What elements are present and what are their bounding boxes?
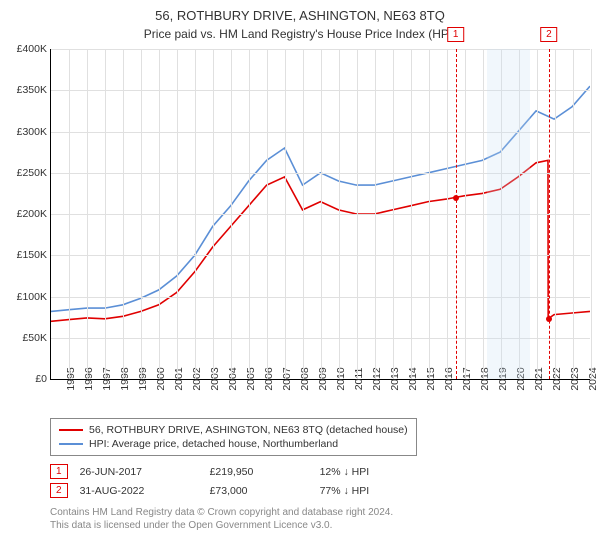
events-table: 1 26-JUN-2017£219,95012% ↓ HPI 2 31-AUG-202… xyxy=(50,462,600,500)
event-badge: 1 xyxy=(50,464,68,479)
legend-swatch xyxy=(59,443,83,445)
legend-box: 56, ROTHBURY DRIVE, ASHINGTON, NE63 8TQ … xyxy=(50,418,417,456)
chart-subtitle: Price paid vs. HM Land Registry's House … xyxy=(0,23,600,49)
event-vline-label: 2 xyxy=(540,27,558,42)
event-change: 77% ↓ HPI xyxy=(320,485,370,497)
shaded-band xyxy=(487,49,530,379)
y-axis-label: £350K xyxy=(17,84,51,96)
event-price: £73,000 xyxy=(210,485,320,497)
y-axis-label: £200K xyxy=(17,208,51,220)
event-vline xyxy=(549,49,550,379)
event-marker xyxy=(453,195,459,201)
chart-plot-area: £0£50K£100K£150K£200K£250K£300K£350K£400… xyxy=(50,49,590,380)
y-axis-label: £150K xyxy=(17,249,51,261)
event-marker xyxy=(546,316,552,322)
event-row: 2 31-AUG-2022£73,00077% ↓ HPI xyxy=(50,481,600,500)
chart-container: 56, ROTHBURY DRIVE, ASHINGTON, NE63 8TQ … xyxy=(0,0,600,560)
footer-line-1: Contains HM Land Registry data © Crown c… xyxy=(50,506,600,519)
y-axis-label: £300K xyxy=(17,126,51,138)
event-date: 31-AUG-2022 xyxy=(80,485,210,497)
legend-label: HPI: Average price, detached house, Nort… xyxy=(89,438,338,450)
legend-label: 56, ROTHBURY DRIVE, ASHINGTON, NE63 8TQ … xyxy=(89,424,408,436)
y-axis-label: £400K xyxy=(17,43,51,55)
footer-attribution: Contains HM Land Registry data © Crown c… xyxy=(50,506,600,532)
event-change: 12% ↓ HPI xyxy=(320,466,370,478)
legend-swatch xyxy=(59,429,83,431)
y-axis-label: £250K xyxy=(17,167,51,179)
y-axis-label: £0 xyxy=(35,373,51,385)
y-axis-label: £100K xyxy=(17,291,51,303)
event-price: £219,950 xyxy=(210,466,320,478)
legend-item: 56, ROTHBURY DRIVE, ASHINGTON, NE63 8TQ … xyxy=(59,423,408,437)
footer-line-2: This data is licensed under the Open Gov… xyxy=(50,519,600,532)
event-badge: 2 xyxy=(50,483,68,498)
event-row: 1 26-JUN-2017£219,95012% ↓ HPI xyxy=(50,462,600,481)
event-date: 26-JUN-2017 xyxy=(80,466,210,478)
event-vline xyxy=(456,49,457,379)
x-axis-label: 2025 xyxy=(591,367,600,390)
chart-title: 56, ROTHBURY DRIVE, ASHINGTON, NE63 8TQ xyxy=(0,0,600,23)
event-vline-label: 1 xyxy=(447,27,465,42)
y-axis-label: £50K xyxy=(22,332,51,344)
legend-item: HPI: Average price, detached house, Nort… xyxy=(59,437,408,451)
